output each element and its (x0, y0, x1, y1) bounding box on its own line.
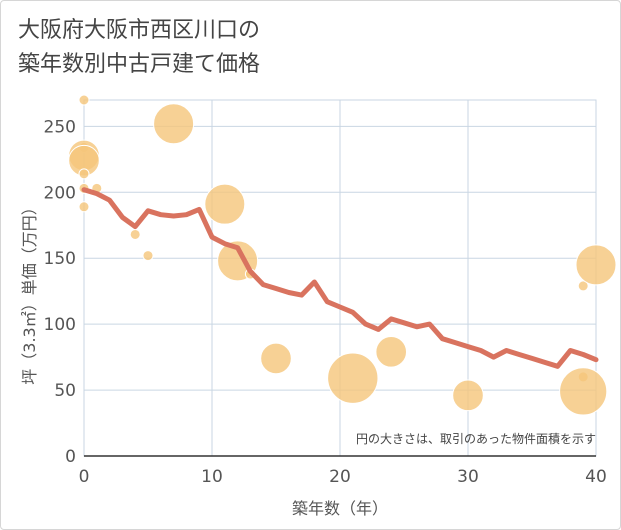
y-tick-label: 100 (44, 315, 76, 335)
data-bubble (577, 280, 589, 292)
data-bubble (375, 336, 408, 368)
y-tick-label: 150 (44, 249, 76, 269)
data-bubble (559, 367, 608, 416)
chart-title: 大阪府大阪市西区川口の 築年数別中古戸建て価格 (18, 18, 261, 77)
data-bubble (78, 201, 90, 213)
series-line (81, 187, 599, 369)
y-tick-label: 0 (65, 447, 76, 467)
y-tick-label: 50 (54, 381, 76, 401)
data-bubble (452, 379, 484, 412)
x-tick-label: 20 (329, 467, 351, 487)
x-tick-label: 40 (585, 467, 607, 487)
y-tick-label: 200 (44, 183, 76, 203)
x-tick-label: 30 (457, 467, 479, 487)
y-axis-label: 坪（3.3㎡）単価（万円） (20, 199, 39, 384)
x-axis-label: 築年数（年） (292, 499, 388, 518)
x-tick-label: 10 (201, 467, 223, 487)
data-bubble (575, 244, 617, 286)
data-bubble (78, 168, 90, 180)
data-bubble (327, 352, 379, 404)
data-bubble (260, 342, 292, 375)
grid (83, 99, 597, 457)
y-tick-label: 250 (44, 117, 76, 137)
bubble-size-note: 円の大きさは、取引のあった物件面積を示す (356, 431, 596, 446)
data-bubble (153, 103, 195, 145)
bubbles (68, 94, 617, 416)
data-bubble (204, 183, 246, 225)
x-tick-label: 0 (79, 467, 90, 487)
tick-labels: 0 50 100 150 200 250 0 10 20 30 40 (44, 117, 607, 487)
data-bubble (142, 250, 154, 262)
lines (81, 187, 599, 369)
data-bubble (78, 94, 90, 106)
data-bubble (129, 228, 141, 240)
